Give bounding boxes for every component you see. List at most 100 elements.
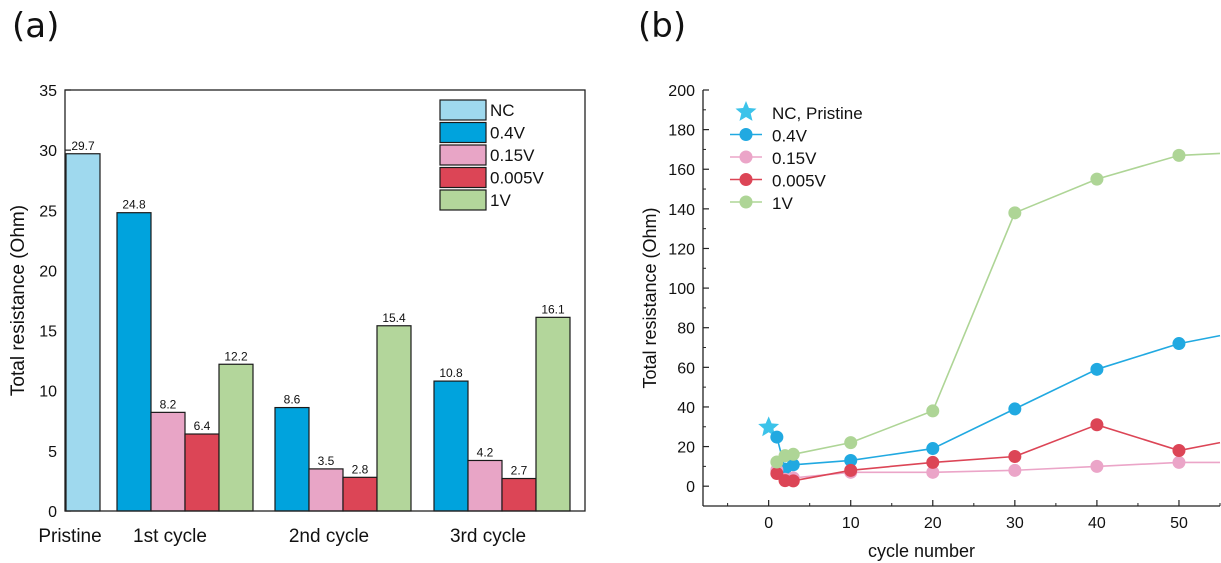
- point-0005v: [926, 455, 940, 469]
- point-1v: [1172, 148, 1186, 162]
- point-0005v: [786, 474, 800, 488]
- bar-1v: [535, 316, 571, 512]
- data-label: 3.5: [318, 454, 335, 468]
- point-015v: [1090, 459, 1104, 473]
- point-0005v: [1090, 418, 1104, 432]
- legend-swatch: [439, 121, 487, 144]
- panel-b-label: (b): [638, 6, 687, 46]
- data-label: 2.8: [352, 462, 369, 476]
- y-tick-label: 20: [39, 263, 57, 280]
- series-line-1v: [776, 152, 1221, 463]
- x-tick-label: 40: [1088, 515, 1106, 532]
- x-category-label: 3rd cycle: [450, 526, 526, 547]
- data-label: 15.4: [382, 311, 406, 325]
- y-tick-label: 60: [677, 360, 695, 377]
- y-tick-label: 80: [677, 321, 695, 338]
- bar-04v: [433, 380, 469, 512]
- x-category-label: 1st cycle: [133, 526, 207, 547]
- data-label: 10.8: [439, 366, 463, 380]
- x-tick-label: 0: [764, 515, 773, 532]
- point-04v: [1090, 362, 1104, 376]
- y-tick-label: 0: [686, 479, 695, 496]
- legend-label: 1V: [490, 191, 511, 210]
- legend-marker-ncpristine: [735, 101, 757, 121]
- x-category-label: Pristine: [38, 526, 101, 547]
- point-0005v: [1008, 449, 1022, 463]
- x-axis-label: cycle number: [868, 541, 975, 561]
- x-tick-label: 50: [1170, 515, 1188, 532]
- point-1v: [926, 404, 940, 418]
- legend-marker-015v: [739, 150, 753, 164]
- bar-0005v: [501, 477, 537, 512]
- legend-swatch: [439, 189, 487, 211]
- y-tick-label: 100: [668, 281, 695, 298]
- y-tick-label: 0: [48, 504, 57, 521]
- point-1v: [1008, 206, 1022, 220]
- y-tick-label: 180: [668, 123, 695, 140]
- legend-label: 0.15V: [490, 146, 535, 165]
- legend-label: 0.005V: [490, 169, 545, 188]
- data-label: 16.1: [541, 302, 565, 316]
- point-0005v: [844, 463, 858, 477]
- point-04v: [1008, 402, 1022, 416]
- y-tick-label: 30: [39, 143, 57, 160]
- point-04v: [926, 442, 940, 456]
- legend-label: 0.4V: [490, 124, 526, 143]
- data-label: 2.7: [511, 464, 528, 478]
- series-line-04v: [776, 334, 1221, 471]
- plot-frame: [64, 89, 586, 512]
- legend-label: 0.005V: [772, 172, 827, 191]
- legend-swatch: [439, 144, 487, 166]
- point-04v: [844, 453, 858, 467]
- point-015v: [926, 465, 940, 479]
- point-0005v: [1172, 444, 1186, 458]
- y-tick-label: 40: [677, 400, 695, 417]
- bar-chart-a: 0 5 10 15 20 25 30 35 Total resistance (Ohm) 29.7…: [8, 83, 586, 547]
- x-category-label: 2nd cycle: [289, 526, 369, 547]
- y-tick-label: 20: [677, 440, 695, 457]
- bar-04v: [274, 406, 310, 512]
- y-tick-label: 140: [668, 202, 695, 219]
- x-tick-label: 20: [924, 515, 942, 532]
- data-label: 4.2: [477, 445, 494, 459]
- legend-label: 1V: [772, 194, 793, 213]
- point-1v: [1090, 172, 1104, 186]
- bar-0005v: [342, 476, 378, 512]
- bar-1v: [376, 325, 412, 512]
- point-04v: [1172, 337, 1186, 351]
- y-tick-label: 5: [48, 444, 57, 461]
- bar-015v: [308, 468, 344, 512]
- y-tick-label: 200: [668, 83, 695, 100]
- y-axis-label: Total resistance (Ohm): [8, 205, 29, 396]
- y-tick-label: 160: [668, 162, 695, 179]
- y-tick-label: 25: [39, 203, 57, 220]
- x-tick-label: 30: [1006, 515, 1024, 532]
- data-label: 8.2: [160, 397, 177, 411]
- point-04v: [786, 458, 800, 472]
- point-1v: [786, 447, 800, 461]
- legend-marker-1v: [739, 195, 753, 209]
- legend-label: NC: [490, 101, 515, 120]
- legend-label: 0.4V: [772, 127, 808, 146]
- data-label: 29.7: [71, 139, 95, 153]
- bar-04v: [116, 212, 152, 512]
- panel-a-label: (a): [12, 6, 60, 46]
- legend-label: 0.15V: [772, 149, 817, 168]
- y-tick-label: 15: [39, 324, 57, 341]
- data-label: 12.2: [224, 349, 248, 363]
- legend-swatch: [439, 99, 487, 121]
- legend-label: NC, Pristine: [772, 104, 863, 123]
- point-015v: [1008, 463, 1022, 477]
- data-label: 6.4: [194, 419, 211, 433]
- x-tick-label: 10: [842, 515, 860, 532]
- point-1v: [844, 436, 858, 450]
- data-label: 8.6: [284, 393, 301, 407]
- point-015v: [1172, 455, 1186, 469]
- bar-015v: [150, 411, 186, 512]
- legend-swatch: [439, 166, 487, 189]
- series-line-0005v: [776, 423, 1221, 482]
- y-tick-label: 35: [39, 83, 57, 100]
- y-tick-label: 10: [39, 384, 57, 401]
- legend-marker-04v: [739, 128, 753, 141]
